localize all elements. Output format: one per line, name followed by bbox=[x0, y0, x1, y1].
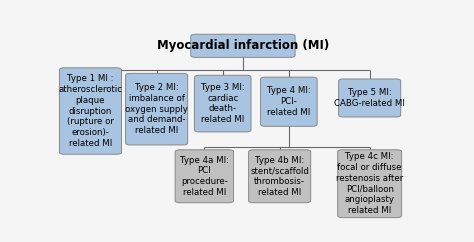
FancyBboxPatch shape bbox=[191, 34, 295, 57]
FancyBboxPatch shape bbox=[337, 150, 401, 218]
Text: Myocardial infarction (MI): Myocardial infarction (MI) bbox=[157, 39, 329, 52]
Text: Type 4a MI:
PCI
procedure-
related MI: Type 4a MI: PCI procedure- related MI bbox=[180, 156, 229, 197]
FancyBboxPatch shape bbox=[59, 68, 121, 154]
FancyBboxPatch shape bbox=[194, 75, 251, 132]
Text: Type 4 MI:
PCI-
related MI: Type 4 MI: PCI- related MI bbox=[267, 86, 311, 117]
FancyBboxPatch shape bbox=[261, 77, 317, 126]
FancyBboxPatch shape bbox=[175, 150, 234, 203]
Text: Type 4b MI:
stent/scaffold
thrombosis-
related MI: Type 4b MI: stent/scaffold thrombosis- r… bbox=[250, 156, 309, 197]
Text: Type 5 MI:
CABG-related MI: Type 5 MI: CABG-related MI bbox=[334, 88, 405, 108]
FancyBboxPatch shape bbox=[338, 79, 401, 117]
Text: Type 1 MI :
atherosclerotic
plaque
disruption
(rupture or
erosion)-
related MI: Type 1 MI : atherosclerotic plaque disru… bbox=[58, 74, 122, 148]
Text: Type 3 MI:
cardiac
death-
related MI: Type 3 MI: cardiac death- related MI bbox=[201, 83, 245, 124]
Text: Type 4c MI:
focal or diffuse
restenosis after
PCI/balloon
angioplasty
related MI: Type 4c MI: focal or diffuse restenosis … bbox=[336, 152, 403, 215]
FancyBboxPatch shape bbox=[249, 150, 310, 203]
Text: Type 2 MI:
imbalance of
oxygen supply
and demand-
related MI: Type 2 MI: imbalance of oxygen supply an… bbox=[125, 83, 188, 135]
FancyBboxPatch shape bbox=[126, 73, 188, 145]
